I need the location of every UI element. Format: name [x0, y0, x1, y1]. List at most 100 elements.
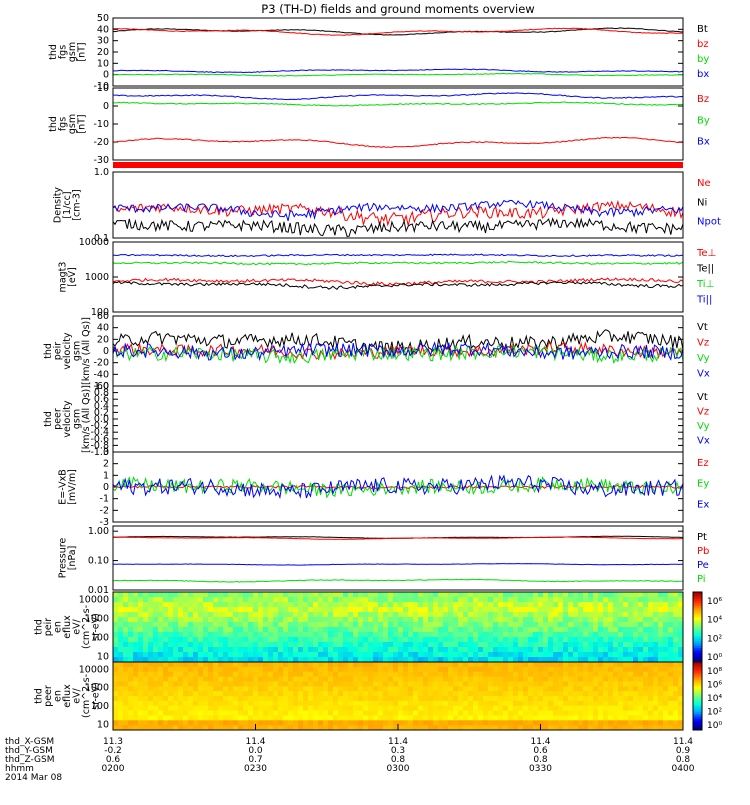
heatmap-cell	[493, 705, 499, 712]
heatmap-cell	[138, 607, 144, 613]
heatmap-cell	[673, 607, 679, 613]
heatmap-cell	[528, 671, 534, 678]
heatmap-cell	[583, 681, 589, 687]
heatmap-cell	[623, 666, 629, 673]
heatmap-cell	[533, 657, 539, 663]
heatmap-cell	[588, 715, 594, 721]
heatmap-cell	[473, 592, 479, 598]
heatmap-cell	[208, 652, 214, 658]
heatmap-cell	[273, 681, 279, 687]
heatmap-cell	[138, 671, 144, 678]
heatmap-cell	[333, 720, 339, 726]
heatmap-cell	[138, 597, 144, 603]
heatmap-cell	[413, 696, 419, 702]
heatmap-cell	[483, 676, 489, 682]
heatmap-cell	[248, 627, 254, 633]
heatmap-cell	[603, 642, 609, 648]
heatmap-cell	[128, 686, 134, 692]
heatmap-cell	[503, 686, 509, 692]
heatmap-cell	[443, 652, 449, 658]
heatmap-cell	[408, 676, 414, 682]
heatmap-cell	[183, 710, 189, 716]
heatmap-cell	[253, 691, 259, 697]
heatmap-cell	[348, 642, 354, 648]
heatmap-cell	[618, 681, 624, 687]
heatmap-cell	[318, 700, 324, 707]
colorbar-segment	[693, 677, 702, 681]
heatmap-cell	[478, 686, 484, 692]
heatmap-cell	[658, 725, 664, 731]
heatmap-cell	[568, 696, 574, 702]
heatmap-cell	[238, 602, 244, 608]
heatmap-cell	[133, 700, 139, 707]
heatmap-cell	[648, 657, 654, 663]
panel-frame	[112, 451, 684, 523]
heatmap-cell	[353, 720, 359, 726]
heatmap-cell	[228, 612, 234, 618]
heatmap-cell	[348, 627, 354, 633]
heatmap-cell	[163, 662, 169, 668]
x-tick-label: 11.4	[388, 737, 408, 747]
heatmap-cell	[328, 671, 334, 678]
heatmap-cell	[518, 676, 524, 682]
heatmap-cell	[223, 622, 229, 628]
heatmap-cell	[453, 627, 459, 633]
heatmap-cell	[298, 657, 304, 663]
heatmap-cell	[363, 612, 369, 618]
heatmap-cell	[253, 607, 259, 613]
heatmap-cell	[128, 612, 134, 618]
heatmap-cell	[153, 705, 159, 712]
heatmap-cell	[638, 662, 644, 668]
heatmap-cell	[158, 725, 164, 731]
heatmap-cell	[208, 686, 214, 692]
heatmap-cell	[228, 696, 234, 702]
heatmap-cell	[373, 686, 379, 692]
heatmap-cell	[248, 607, 254, 613]
heatmap-cell	[113, 647, 119, 653]
legend-entry: Vt	[697, 392, 708, 403]
heatmap-cell	[213, 647, 219, 653]
heatmap-cell	[198, 592, 204, 598]
heatmap-cell	[208, 715, 214, 721]
heatmap-cell	[628, 662, 634, 668]
heatmap-cell	[188, 642, 194, 648]
y-tick-label: -3	[100, 517, 109, 528]
heatmap-cell	[458, 607, 464, 613]
heatmap-cell	[388, 642, 394, 648]
heatmap-cell	[238, 710, 244, 716]
heatmap-cell	[203, 597, 209, 603]
heatmap-cell	[483, 681, 489, 687]
heatmap-cell	[238, 705, 244, 712]
heatmap-cell	[663, 662, 669, 668]
heatmap-cell	[503, 597, 509, 603]
heatmap-cell	[353, 617, 359, 623]
heatmap-cell	[398, 715, 404, 721]
heatmap-cell	[283, 705, 289, 712]
heatmap-cell	[158, 666, 164, 673]
heatmap-cell	[198, 705, 204, 712]
y-tick-label: 1000	[85, 683, 109, 694]
heatmap-cell	[388, 666, 394, 673]
heatmap-cell	[563, 720, 569, 726]
heatmap-cell	[628, 681, 634, 687]
heatmap-cell	[348, 686, 354, 692]
heatmap-cell	[328, 602, 334, 608]
heatmap-cell	[143, 602, 149, 608]
heatmap-cell	[373, 696, 379, 702]
heatmap-cell	[278, 715, 284, 721]
heatmap-cell	[243, 686, 249, 692]
heatmap-cell	[668, 592, 674, 598]
heatmap-cell	[403, 627, 409, 633]
heatmap-cell	[428, 652, 434, 658]
heatmap-cell	[598, 700, 604, 707]
heatmap-cell	[473, 671, 479, 678]
heatmap-cell	[368, 607, 374, 613]
heatmap-cell	[168, 617, 174, 623]
heatmap-cell	[543, 602, 549, 608]
heatmap-cell	[118, 602, 124, 608]
heatmap-cell	[623, 657, 629, 663]
heatmap-cell	[408, 602, 414, 608]
heatmap-cell	[333, 637, 339, 643]
heatmap-cell	[668, 612, 674, 618]
heatmap-cell	[478, 725, 484, 731]
